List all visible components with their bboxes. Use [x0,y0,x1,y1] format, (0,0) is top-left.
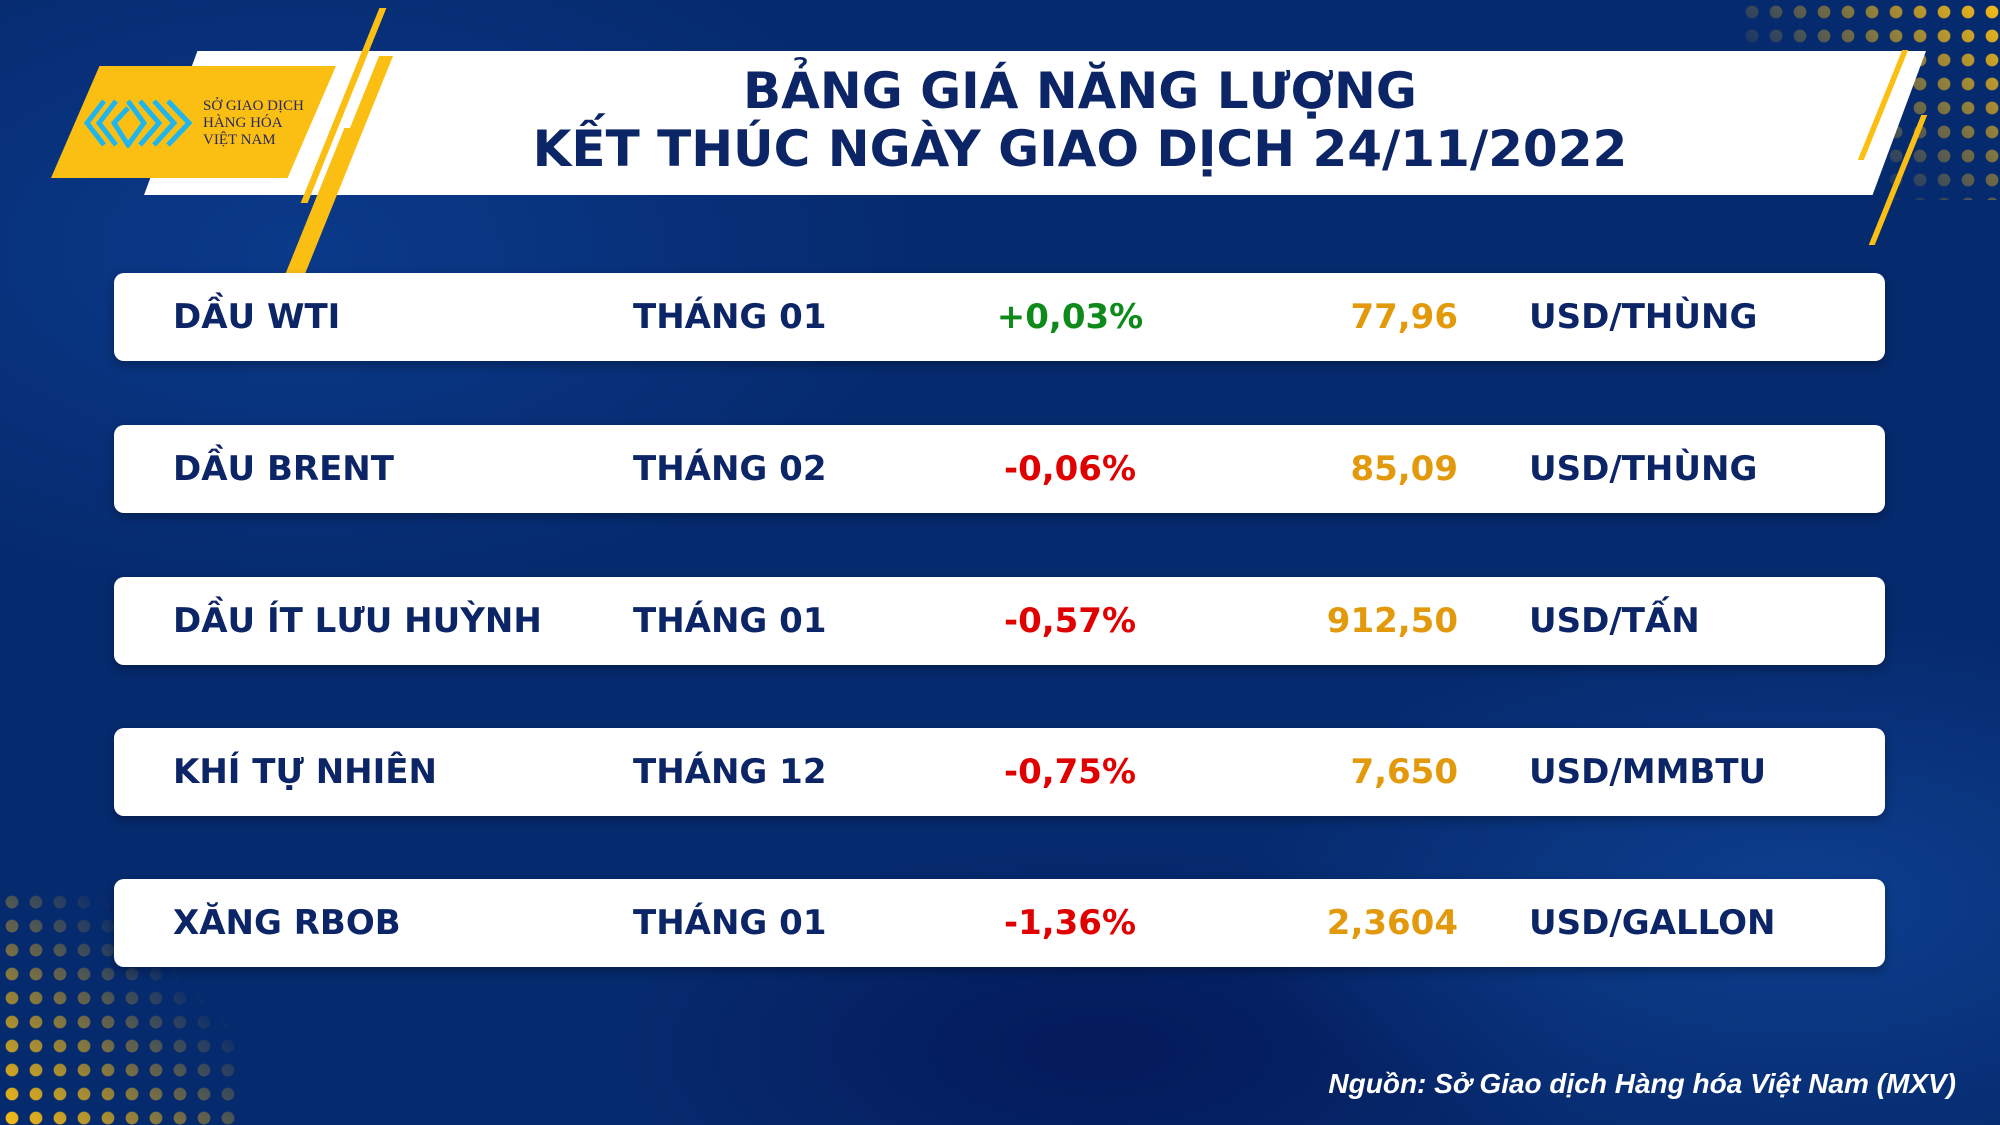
title-banner [144,51,1926,195]
table-row: XĂNG RBOB THÁNG 01 -1,36% 2,3604 USD/GAL… [114,879,1885,967]
commodity-name: DẦU WTI [173,297,341,337]
contract-month: THÁNG 01 [633,297,827,337]
table-row: KHÍ TỰ NHIÊN THÁNG 12 -0,75% 7,650 USD/M… [114,728,1885,816]
unit: USD/GALLON [1529,903,1776,943]
table-row: DẦU WTI THÁNG 01 +0,03% 77,96 USD/THÙNG [114,273,1885,361]
source-note: Nguồn: Sở Giao dịch Hàng hóa Việt Nam (M… [1328,1068,1956,1099]
logo-line: HÀNG HÓA [203,115,283,131]
price: 912,50 [1326,601,1458,641]
price: 85,09 [1350,449,1458,489]
percent-change: -0,57% [1003,601,1137,641]
unit: USD/THÙNG [1529,297,1758,337]
unit: USD/TẤN [1529,601,1700,641]
mxv-logo-icon [84,99,193,148]
percent-change: -0,06% [1003,449,1137,489]
price: 2,3604 [1326,903,1458,943]
percent-change: -1,36% [1003,903,1137,943]
price: 7,650 [1350,752,1458,792]
commodity-name: KHÍ TỰ NHIÊN [173,752,437,792]
commodity-name: DẦU BRENT [173,449,394,489]
table-row: DẦU ÍT LƯU HUỲNH THÁNG 01 -0,57% 912,50 … [114,577,1885,665]
contract-month: THÁNG 02 [633,449,827,489]
contract-month: THÁNG 01 [633,903,827,943]
logo-line: VIỆT NAM [203,132,276,148]
logo-line: SỞ GIAO DỊCH [203,98,304,114]
logo-text: SỞ GIAO DỊCH HÀNG HÓA VIỆT NAM [203,98,304,149]
price: 77,96 [1350,297,1458,337]
title-line-2: KẾT THÚC NGÀY GIAO DỊCH 24/11/2022 [532,120,1628,178]
commodity-name: DẦU ÍT LƯU HUỲNH [173,601,542,641]
title-line-1: BẢNG GIÁ NĂNG LƯỢNG [743,62,1417,120]
percent-change: +0,03% [996,297,1144,337]
percent-change: -0,75% [1003,752,1137,792]
unit: USD/THÙNG [1529,449,1758,489]
unit: USD/MMBTU [1529,752,1767,792]
contract-month: THÁNG 01 [633,601,827,641]
page-title: BẢNG GIÁ NĂNG LƯỢNG KẾT THÚC NGÀY GIAO D… [300,62,1860,178]
commodity-name: XĂNG RBOB [173,903,401,943]
table-row: DẦU BRENT THÁNG 02 -0,06% 85,09 USD/THÙN… [114,425,1885,513]
contract-month: THÁNG 12 [633,752,827,792]
